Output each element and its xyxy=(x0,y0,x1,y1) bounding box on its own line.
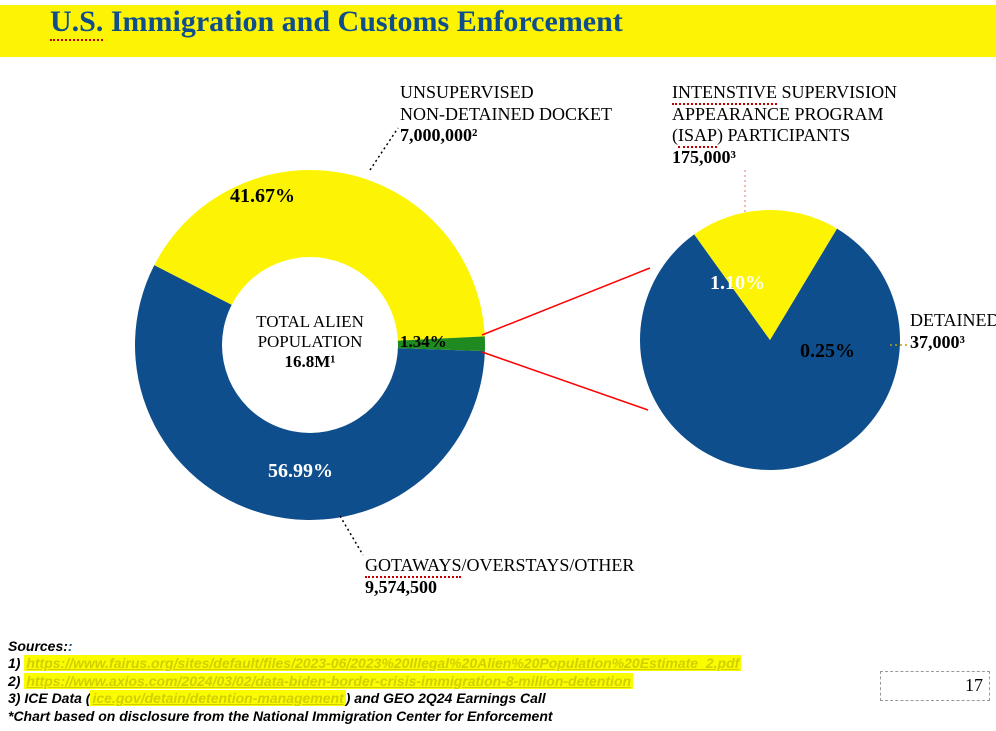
callout-unsupervised: UNSUPERVISED NON-DETAINED DOCKET 7,000,0… xyxy=(400,82,612,147)
donut-center-label: TOTAL ALIEN POPULATION 16.8M¹ xyxy=(225,312,395,372)
callout-gotaways: GOTAWAYS/OVERSTAYS/OTHER 9,574,500 xyxy=(365,555,634,598)
callout-detained-val: 37,000³ xyxy=(910,332,965,352)
pct-gotaways: 56.99% xyxy=(268,460,333,483)
src3-link[interactable]: ice.gov/detain/detention-management xyxy=(90,690,345,706)
src3-n: 3) ICE Data ( xyxy=(8,690,90,706)
pct-detained: 0.25% xyxy=(800,340,855,363)
center-line2: POPULATION xyxy=(258,332,363,351)
pct-isap-det: 1.34% xyxy=(400,332,447,352)
pct-isap: 1.10% xyxy=(710,272,765,295)
callout-isap-l3: (ISAP) PARTICIPANTS xyxy=(672,125,850,148)
src2-n: 2) xyxy=(8,673,24,689)
src1-n: 1) xyxy=(8,655,24,671)
callout-gotaways-l1: GOTAWAYS/OVERSTAYS/OTHER xyxy=(365,555,634,578)
callout-unsupervised-val: 7,000,000² xyxy=(400,125,477,145)
center-value: 16.8M¹ xyxy=(285,352,336,371)
page-number: 17 xyxy=(880,671,990,701)
src1-link[interactable]: https://www.fairus.org/sites/default/fil… xyxy=(24,655,741,671)
callout-isap: INTENSTIVE SUPERVISION APPEARANCE PROGRA… xyxy=(672,82,897,168)
callout-unsupervised-l1: UNSUPERVISED xyxy=(400,82,534,102)
sources-block: Sources:: 1) https://www.fairus.org/site… xyxy=(8,638,741,726)
callout-isap-val: 175,000³ xyxy=(672,147,736,167)
src2-link[interactable]: https://www.axios.com/2024/03/02/data-bi… xyxy=(24,673,633,689)
src3-tail: ) and GEO 2Q24 Earnings Call xyxy=(346,690,546,706)
callout-detained: DETAINED 37,000³ xyxy=(910,310,996,353)
sources-footnote: *Chart based on disclosure from the Nati… xyxy=(8,708,553,724)
sources-header: Sources: xyxy=(8,638,68,654)
callout-detained-l1: DETAINED xyxy=(910,310,996,330)
callout-isap-l1: INTENSTIVE SUPERVISION xyxy=(672,82,897,105)
callout-isap-l2: APPEARANCE PROGRAM xyxy=(672,104,884,124)
center-line1: TOTAL ALIEN xyxy=(256,312,364,331)
pct-unsupervised: 41.67% xyxy=(230,185,295,208)
callout-unsupervised-l2: NON-DETAINED DOCKET xyxy=(400,104,612,124)
callout-gotaways-val: 9,574,500 xyxy=(365,577,437,597)
